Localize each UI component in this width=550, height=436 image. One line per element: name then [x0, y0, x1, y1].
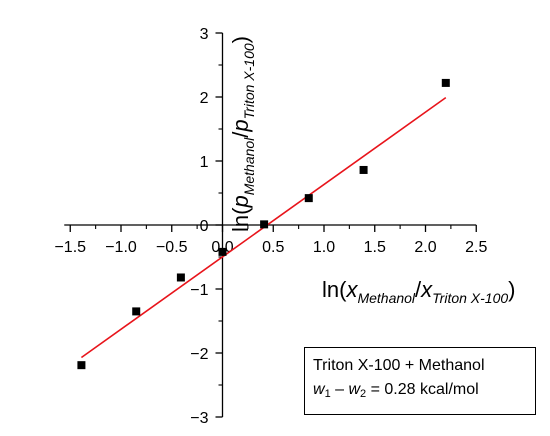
x-tick-label: −1.5 [54, 239, 86, 256]
x-tick-label: 1.5 [364, 239, 386, 256]
y-tick-label: 1 [200, 154, 209, 171]
legend-box: Triton X-100 + Methanol w1 – w2 = 0.28 k… [304, 347, 536, 415]
x-tick-label: 2.5 [465, 239, 487, 256]
data-point [77, 361, 86, 370]
data-point [441, 78, 450, 87]
y-axis-title: ln(pMethanol/pTriton X-100) [228, 36, 257, 232]
data-point [132, 307, 141, 316]
x-tick-label: 2.0 [414, 239, 436, 256]
y-tick-label: −3 [190, 410, 208, 427]
x-tick-label: 1.0 [313, 239, 335, 256]
x-tick-label: −1.0 [105, 239, 137, 256]
x-tick-label: −0.5 [156, 239, 188, 256]
legend-title: Triton X-100 + Methanol [313, 357, 485, 374]
data-point [176, 273, 185, 282]
y-tick-label: 3 [200, 26, 209, 43]
data-points [77, 78, 450, 370]
x-tick-label: 0.0 [211, 239, 233, 256]
legend-equation: w1 – w2 = 0.28 kcal/mol [313, 381, 479, 400]
data-point [359, 165, 368, 174]
y-axis-ticks: −3 −2 −1 0 1 2 3 [190, 26, 223, 427]
x-tick-label: 0.5 [262, 239, 284, 256]
x-axis-title: ln(xMethanol/xTriton X-100) [322, 277, 516, 306]
y-tick-label: 2 [200, 90, 209, 107]
y-tick-label: −2 [190, 346, 208, 363]
data-point [304, 194, 313, 203]
data-point [260, 220, 269, 229]
y-tick-label: 0 [200, 218, 209, 235]
data-point [218, 247, 227, 256]
y-tick-label: −1 [190, 282, 208, 299]
x-axis-ticks: −1.5 −1.0 −0.5 0.0 0.5 1.0 1.5 2.0 2.5 [54, 225, 487, 256]
